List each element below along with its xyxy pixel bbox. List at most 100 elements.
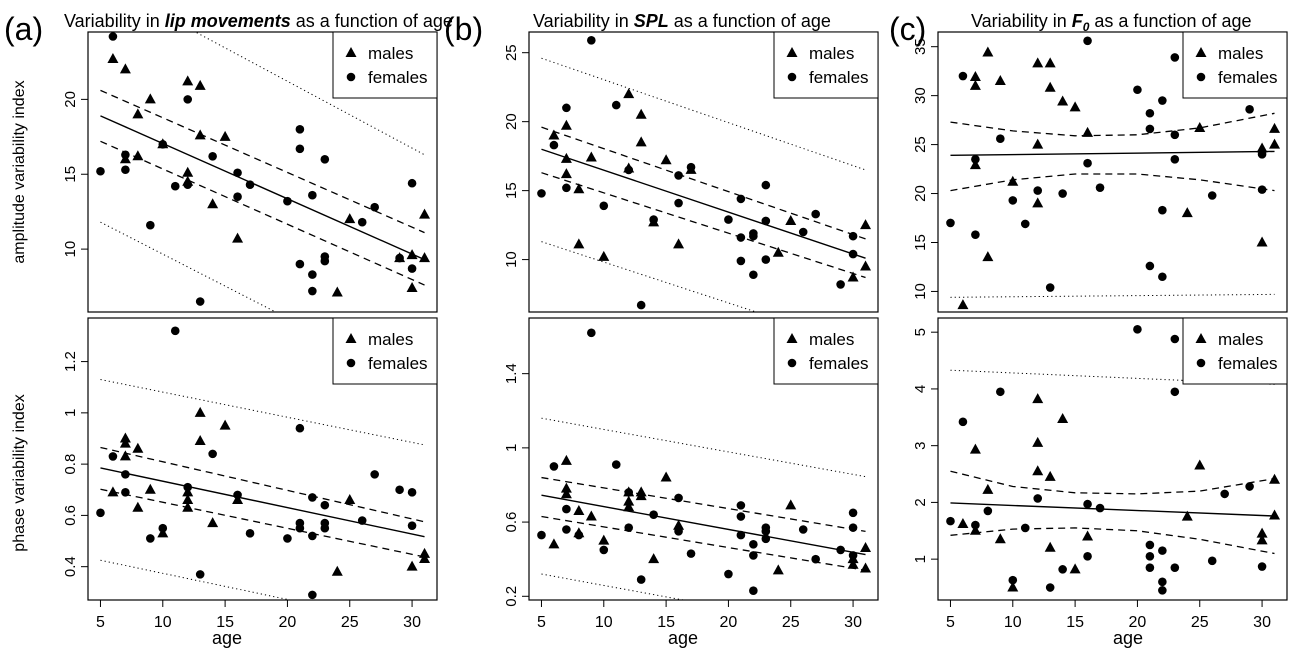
male-point <box>969 79 981 90</box>
title-a-emph: lip movements <box>165 11 291 31</box>
male-point <box>132 108 144 119</box>
panel-label-b: (b) <box>444 11 483 47</box>
male-point <box>847 558 859 569</box>
y-tick-label: 25 <box>912 136 929 153</box>
legend-triangle-icon <box>1195 333 1207 343</box>
female-point <box>736 256 746 266</box>
female-point <box>121 470 130 479</box>
female-point <box>848 249 858 259</box>
female-point <box>108 32 118 41</box>
male-point <box>785 214 797 225</box>
male-point <box>548 129 560 140</box>
female-point <box>599 545 609 555</box>
y-tick-label: 1 <box>912 555 929 563</box>
male-point <box>119 450 131 461</box>
female-point <box>649 510 658 519</box>
x-tick-label: 15 <box>1066 614 1084 631</box>
male-point <box>969 524 981 535</box>
female-point <box>611 460 621 469</box>
female-point <box>121 150 130 160</box>
male-point <box>1044 81 1056 92</box>
panel-a-bottom: 0.4 0.6 0.8 1 1.2 5 10 15 20 25 30 males females <box>62 317 438 631</box>
female-point <box>836 545 845 555</box>
male-point <box>860 219 872 230</box>
y-tick-label: 1.4 <box>503 363 520 384</box>
legend-triangle-icon <box>345 333 357 343</box>
male-point <box>207 517 219 528</box>
male-point <box>182 494 194 505</box>
panel-c-bottom: 1 2 3 4 5 5 10 15 20 25 30 males females <box>912 317 1288 631</box>
male-point <box>982 46 994 57</box>
female-point <box>749 270 758 280</box>
plot-area <box>96 32 431 312</box>
title-c-pre: Variability in <box>971 11 1072 31</box>
legend: males females <box>773 317 879 385</box>
male-point <box>847 271 859 282</box>
female-point <box>798 525 808 534</box>
female-point <box>674 493 683 503</box>
male-point <box>194 435 206 446</box>
male-point <box>772 246 784 257</box>
title-a: Variability in lip movements as a functi… <box>64 11 453 31</box>
female-point <box>674 171 683 180</box>
x-tick-label: 5 <box>96 614 105 631</box>
legend-label-females: females <box>1218 354 1278 373</box>
confidence-band-upper <box>541 476 866 532</box>
x-tick-label: 25 <box>782 614 800 631</box>
female-point <box>1020 523 1030 533</box>
male-point <box>144 93 156 104</box>
female-point <box>574 530 584 540</box>
y-tick-label: 0.2 <box>503 586 520 607</box>
legend-triangle-icon <box>786 333 798 343</box>
male-point <box>331 565 343 576</box>
female-point <box>233 490 242 500</box>
y-tick-label: 30 <box>912 87 929 104</box>
y-tick-label: 20 <box>503 113 520 130</box>
female-point <box>183 482 193 492</box>
male-point <box>623 88 635 99</box>
female-point <box>736 233 746 242</box>
male-point <box>660 471 672 482</box>
male-point <box>957 517 969 528</box>
male-point <box>585 151 597 162</box>
plot-frame <box>937 317 1288 601</box>
female-point <box>1095 503 1105 513</box>
legend-box <box>332 317 438 385</box>
female-point <box>724 569 733 579</box>
female-point <box>1257 185 1267 194</box>
prediction-band-upper <box>541 417 866 478</box>
title-b-post: as a function of age <box>669 11 831 31</box>
legend: males females <box>1182 317 1288 385</box>
female-point <box>562 183 571 193</box>
female-point <box>1170 53 1180 62</box>
female-point <box>1008 196 1018 205</box>
female-point <box>636 300 646 310</box>
female-point <box>1170 334 1180 344</box>
female-point <box>624 165 634 175</box>
male-point <box>548 538 560 549</box>
female-point <box>1245 105 1254 114</box>
female-point <box>295 144 305 154</box>
female-point <box>183 95 193 104</box>
female-point <box>537 189 546 198</box>
male-point <box>785 499 797 510</box>
legend-box <box>773 31 879 99</box>
female-point <box>636 575 646 584</box>
plot-frame <box>937 31 1288 313</box>
female-point <box>308 270 317 279</box>
female-point <box>370 470 379 479</box>
x-tick-label: 10 <box>154 614 172 631</box>
female-point <box>370 202 379 212</box>
female-point <box>971 154 980 164</box>
confidence-band-lower <box>541 515 866 571</box>
male-point <box>560 119 572 130</box>
female-point <box>1245 482 1254 491</box>
male-point <box>1082 126 1094 137</box>
male-point <box>1256 142 1268 153</box>
x-tick-label: 30 <box>1253 614 1271 631</box>
female-point <box>146 220 155 230</box>
x-tick-label: 30 <box>844 614 862 631</box>
female-point <box>1145 540 1155 550</box>
female-point <box>1058 565 1067 574</box>
female-point <box>761 255 771 264</box>
